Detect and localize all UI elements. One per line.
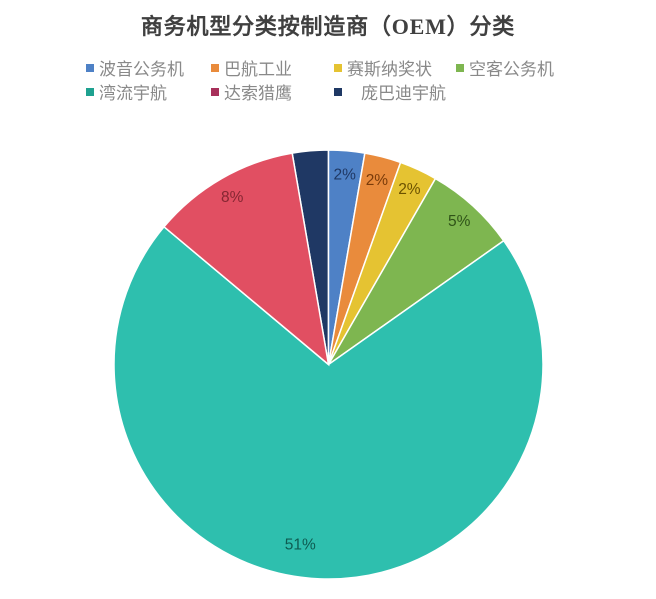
- svg-text:2%: 2%: [398, 181, 421, 198]
- svg-text:2%: 2%: [333, 166, 356, 183]
- svg-text:8%: 8%: [221, 189, 244, 206]
- svg-text:2%: 2%: [366, 172, 389, 189]
- svg-text:5%: 5%: [448, 213, 471, 230]
- svg-text:51%: 51%: [285, 537, 316, 554]
